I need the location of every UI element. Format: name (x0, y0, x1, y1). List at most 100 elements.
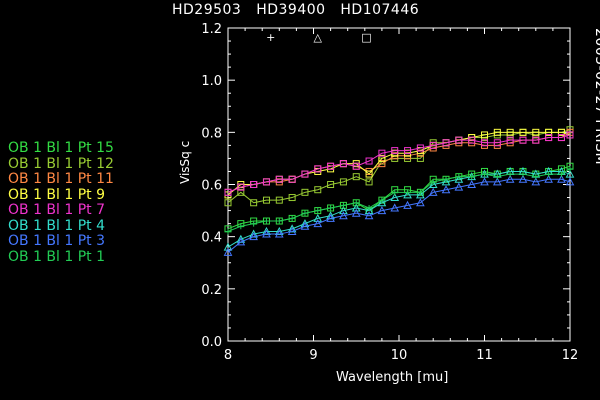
data-point (224, 188, 232, 196)
data-point (352, 162, 360, 170)
legend-item-pt9: OB 1 Bl 1 Pt 9 (8, 186, 106, 203)
chart-title: HD29503 HD39400 HD107446 (172, 2, 420, 18)
data-point (441, 185, 451, 194)
calibrator-marker: □ (361, 31, 371, 44)
calibrator-marker: △ (314, 31, 323, 44)
data-point (301, 210, 308, 217)
y-tick-label: 0.0 (201, 335, 222, 350)
x-axis-label: Wavelength [mu] (336, 370, 449, 385)
series-line (227, 129, 571, 204)
data-point (236, 237, 246, 246)
series-line (227, 178, 571, 253)
data-point (365, 157, 373, 165)
series-line (227, 170, 571, 248)
legend-item-pt11: OB 1 Bl 1 Pt 11 (8, 171, 114, 187)
data-point (300, 221, 310, 230)
data-point (531, 177, 541, 186)
legend-item-pt1: OB 1 Bl 1 Pt 1 (8, 248, 106, 265)
data-point (565, 169, 575, 178)
series-line (227, 134, 571, 193)
data-point (223, 247, 233, 256)
data-point (225, 228, 231, 235)
data-point (468, 136, 476, 144)
y-tick-label: 0.6 (201, 179, 222, 194)
series-layer (223, 126, 575, 256)
data-point (288, 194, 296, 202)
data-point (454, 174, 464, 183)
legend-item-pt15: OB 1 Bl 1 Pt 15 (8, 140, 114, 156)
data-point (237, 183, 245, 191)
data-point (481, 131, 488, 139)
data-point (442, 139, 450, 147)
data-point (557, 134, 565, 142)
data-point (557, 128, 565, 136)
data-point (468, 173, 475, 180)
data-point (519, 136, 527, 144)
data-point (454, 182, 464, 191)
data-point (428, 187, 438, 196)
data-point (314, 207, 321, 214)
data-point (481, 139, 488, 147)
legend-item-pt3: OB 1 Bl 1 Pt 3 (8, 233, 106, 249)
data-point (455, 136, 463, 144)
data-point (519, 128, 527, 136)
series-5 (224, 131, 574, 196)
data-point (275, 175, 283, 183)
data-point (249, 232, 258, 241)
data-point (378, 160, 386, 168)
data-point (429, 141, 437, 149)
legend-item-pt7: OB 1 Bl 1 Pt 7 (8, 202, 106, 218)
data-point (403, 200, 412, 209)
data-point (224, 199, 232, 207)
data-point (492, 177, 502, 186)
data-point (557, 174, 566, 183)
data-point (455, 173, 462, 180)
data-point (545, 128, 553, 136)
series-7 (223, 174, 575, 256)
y-tick-label: 0.4 (201, 231, 222, 246)
data-point (493, 128, 501, 136)
legend-item-pt4: OB 1 Bl 1 Pt 4 (8, 217, 106, 234)
data-point (262, 229, 271, 238)
data-point (301, 170, 309, 178)
data-point (250, 220, 257, 227)
data-point (339, 178, 347, 186)
data-point (403, 190, 412, 199)
data-point (339, 206, 348, 215)
data-point (351, 208, 361, 217)
data-point (351, 203, 361, 212)
data-point (532, 173, 539, 180)
data-point (390, 192, 400, 202)
data-point (519, 171, 526, 178)
data-point (364, 206, 374, 215)
data-point (390, 203, 400, 212)
data-point (544, 174, 553, 183)
series-3 (224, 128, 574, 196)
data-point (481, 171, 488, 178)
data-point (404, 189, 411, 196)
data-point (545, 134, 553, 142)
data-point (274, 229, 284, 238)
data-point (443, 176, 450, 183)
data-point (391, 147, 399, 155)
data-point (558, 171, 565, 178)
data-point (566, 131, 574, 139)
data-point (237, 223, 244, 230)
data-point (327, 181, 335, 188)
series-8 (225, 165, 573, 235)
data-point (428, 179, 438, 188)
series-line (227, 168, 571, 232)
data-point (314, 165, 322, 173)
data-point (506, 136, 514, 144)
legend-item-pt12: OB 1 Bl 1 Pt 12 (8, 155, 114, 172)
data-point (416, 198, 425, 207)
data-point (353, 199, 360, 206)
data-point (340, 202, 347, 209)
data-point (287, 226, 297, 235)
x-tick-label: 9 (309, 348, 317, 363)
data-point (565, 177, 575, 186)
data-point (288, 175, 296, 183)
y-tick-label: 0.2 (201, 283, 222, 298)
data-point (494, 173, 501, 180)
